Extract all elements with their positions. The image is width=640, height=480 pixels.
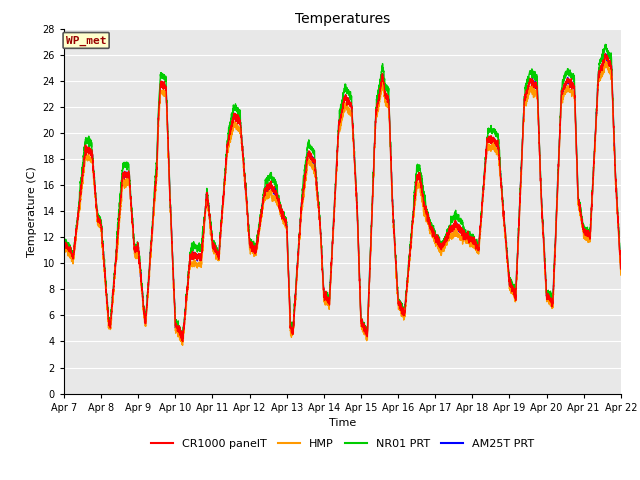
CR1000 panelT: [179, 339, 187, 345]
CR1000 panelT: [60, 243, 68, 249]
HMP: [467, 240, 475, 246]
Title: Temperatures: Temperatures: [295, 12, 390, 26]
AM25T PRT: [616, 257, 624, 263]
AM25T PRT: [602, 50, 609, 56]
NR01 PRT: [436, 244, 444, 250]
CR1000 panelT: [436, 245, 444, 251]
HMP: [499, 204, 507, 209]
AM25T PRT: [436, 244, 444, 250]
Line: CR1000 panelT: CR1000 panelT: [64, 54, 621, 342]
NR01 PRT: [499, 197, 507, 203]
NR01 PRT: [616, 255, 624, 261]
AM25T PRT: [467, 237, 475, 242]
X-axis label: Time: Time: [329, 418, 356, 428]
Line: HMP: HMP: [64, 60, 621, 345]
NR01 PRT: [60, 239, 68, 245]
NR01 PRT: [322, 292, 330, 298]
CR1000 panelT: [617, 266, 625, 272]
CR1000 panelT: [322, 294, 330, 300]
NR01 PRT: [467, 234, 475, 240]
NR01 PRT: [617, 264, 625, 270]
AM25T PRT: [617, 270, 625, 276]
AM25T PRT: [179, 337, 186, 343]
Y-axis label: Temperature (C): Temperature (C): [27, 166, 37, 257]
HMP: [602, 57, 609, 62]
CR1000 panelT: [160, 83, 168, 89]
HMP: [160, 88, 168, 94]
Line: AM25T PRT: AM25T PRT: [64, 53, 621, 340]
Text: WP_met: WP_met: [66, 36, 106, 46]
NR01 PRT: [179, 336, 186, 341]
AM25T PRT: [322, 295, 330, 300]
HMP: [322, 299, 330, 304]
HMP: [179, 342, 186, 348]
Line: NR01 PRT: NR01 PRT: [64, 45, 621, 338]
Legend: CR1000 panelT, HMP, NR01 PRT, AM25T PRT: CR1000 panelT, HMP, NR01 PRT, AM25T PRT: [146, 435, 539, 454]
CR1000 panelT: [467, 239, 475, 244]
AM25T PRT: [160, 84, 168, 90]
HMP: [616, 260, 624, 265]
NR01 PRT: [160, 73, 168, 79]
HMP: [436, 249, 444, 254]
AM25T PRT: [499, 202, 507, 207]
HMP: [60, 245, 68, 251]
AM25T PRT: [60, 242, 68, 248]
NR01 PRT: [602, 42, 609, 48]
HMP: [617, 272, 625, 278]
CR1000 panelT: [616, 256, 624, 262]
CR1000 panelT: [499, 202, 507, 208]
CR1000 panelT: [602, 51, 609, 57]
